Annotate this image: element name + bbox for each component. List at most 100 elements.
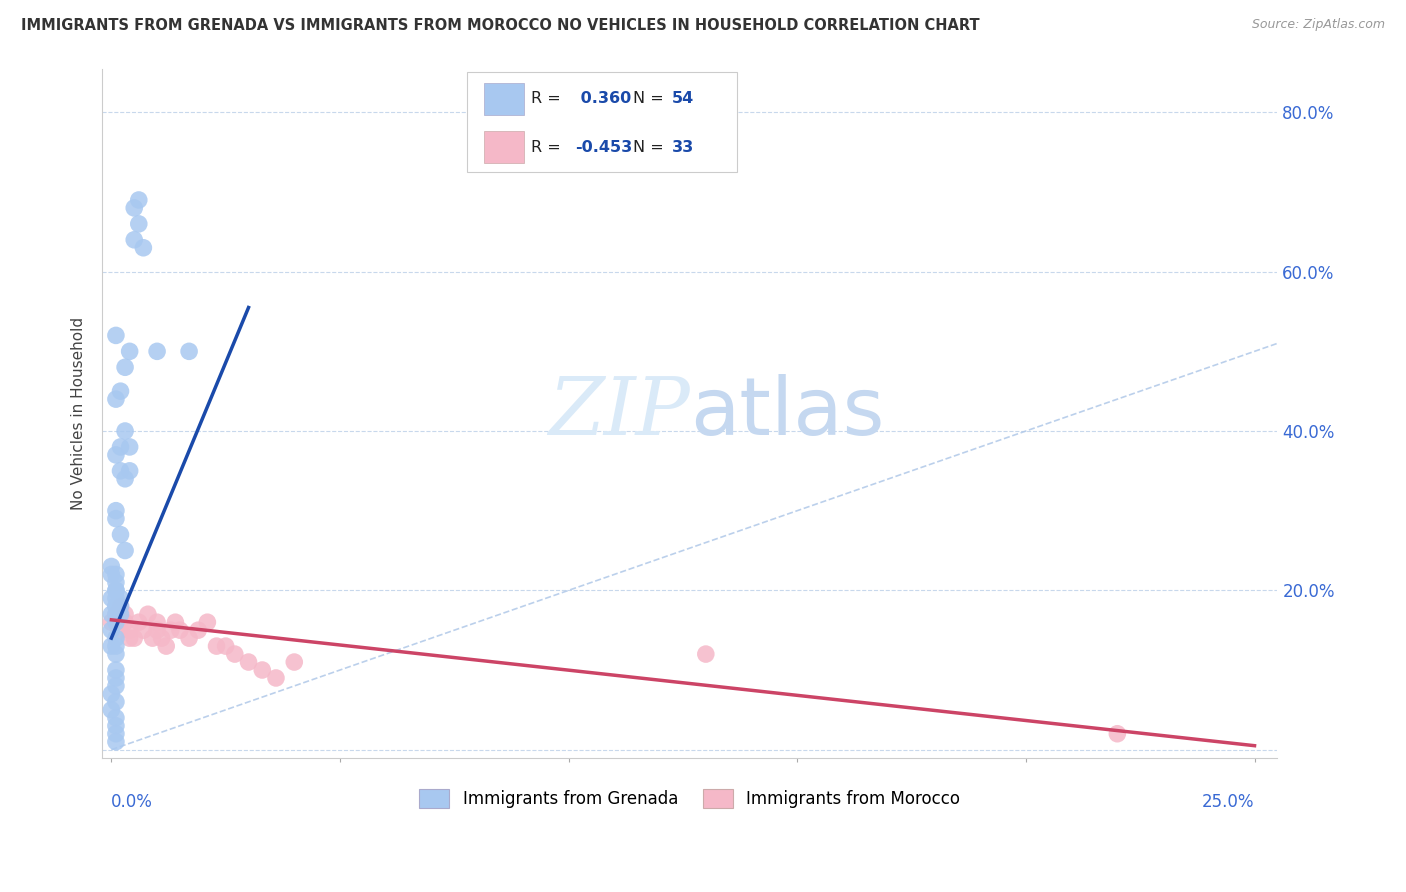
Point [104, 328, 127, 343]
Point [238, 655, 260, 669]
Text: 0.360: 0.360 [575, 91, 631, 106]
Point [146, 615, 169, 630]
Point [128, 217, 150, 231]
Point [283, 655, 305, 669]
Point [104, 448, 127, 462]
Point [110, 440, 132, 454]
Point [122, 631, 145, 645]
Point [100, 567, 122, 582]
Point [165, 615, 187, 630]
FancyBboxPatch shape [484, 131, 524, 163]
Point [1107, 727, 1129, 741]
Point [215, 639, 238, 653]
Point [118, 440, 141, 454]
Point [132, 623, 155, 637]
Point [104, 599, 127, 614]
Point [100, 639, 122, 653]
Point [110, 464, 132, 478]
Point [252, 663, 274, 677]
Point [118, 344, 141, 359]
Point [100, 623, 122, 637]
Point [100, 607, 122, 622]
Point [155, 639, 177, 653]
Point [132, 241, 155, 255]
Point [104, 583, 127, 598]
Point [100, 703, 122, 717]
Point [100, 687, 122, 701]
Point [100, 615, 122, 630]
Point [104, 583, 127, 598]
Point [110, 607, 132, 622]
Point [104, 591, 127, 606]
Point [128, 615, 150, 630]
Point [159, 623, 181, 637]
Text: atlas: atlas [690, 374, 884, 452]
Point [177, 631, 200, 645]
Point [122, 233, 145, 247]
Point [104, 567, 127, 582]
Text: 33: 33 [672, 139, 695, 154]
Point [104, 599, 127, 614]
Point [150, 631, 173, 645]
Point [118, 631, 141, 645]
Point [104, 671, 127, 685]
Point [104, 663, 127, 677]
Point [118, 623, 141, 637]
Point [264, 671, 287, 685]
Point [114, 607, 136, 622]
Text: R =: R = [531, 139, 567, 154]
Text: N =: N = [633, 139, 669, 154]
Point [110, 599, 132, 614]
Point [224, 647, 246, 661]
Point [104, 711, 127, 725]
Point [195, 615, 218, 630]
Point [118, 464, 141, 478]
Text: R =: R = [531, 91, 567, 106]
Point [104, 639, 127, 653]
Point [187, 623, 209, 637]
Point [169, 623, 191, 637]
Point [114, 615, 136, 630]
Point [100, 559, 122, 574]
FancyBboxPatch shape [467, 72, 737, 172]
Point [100, 591, 122, 606]
Point [122, 201, 145, 215]
Text: N =: N = [633, 91, 669, 106]
Point [104, 631, 127, 645]
Point [110, 623, 132, 637]
Point [114, 543, 136, 558]
Point [177, 344, 200, 359]
Y-axis label: No Vehicles in Household: No Vehicles in Household [72, 317, 86, 509]
Point [205, 639, 228, 653]
Point [104, 607, 127, 622]
Point [146, 344, 169, 359]
Point [104, 735, 127, 749]
Point [110, 384, 132, 399]
Point [104, 392, 127, 406]
Point [114, 360, 136, 375]
Point [128, 193, 150, 207]
Point [141, 631, 163, 645]
Text: Source: ZipAtlas.com: Source: ZipAtlas.com [1251, 18, 1385, 31]
Point [110, 591, 132, 606]
Text: 54: 54 [672, 91, 695, 106]
Point [104, 679, 127, 693]
Point [104, 615, 127, 630]
Point [104, 504, 127, 518]
Point [104, 695, 127, 709]
Point [104, 647, 127, 661]
Point [695, 647, 717, 661]
Point [136, 607, 159, 622]
Point [104, 575, 127, 590]
Point [114, 472, 136, 486]
Legend: Immigrants from Grenada, Immigrants from Morocco: Immigrants from Grenada, Immigrants from… [412, 782, 967, 814]
Text: IMMIGRANTS FROM GRENADA VS IMMIGRANTS FROM MOROCCO NO VEHICLES IN HOUSEHOLD CORR: IMMIGRANTS FROM GRENADA VS IMMIGRANTS FR… [21, 18, 980, 33]
Point [110, 599, 132, 614]
Point [104, 615, 127, 630]
Point [104, 727, 127, 741]
Point [114, 424, 136, 438]
Point [146, 623, 169, 637]
FancyBboxPatch shape [484, 83, 524, 115]
Point [110, 527, 132, 541]
Point [104, 719, 127, 733]
